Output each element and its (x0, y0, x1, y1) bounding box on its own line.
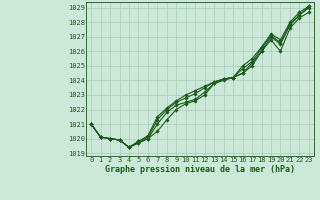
X-axis label: Graphe pression niveau de la mer (hPa): Graphe pression niveau de la mer (hPa) (105, 165, 295, 174)
